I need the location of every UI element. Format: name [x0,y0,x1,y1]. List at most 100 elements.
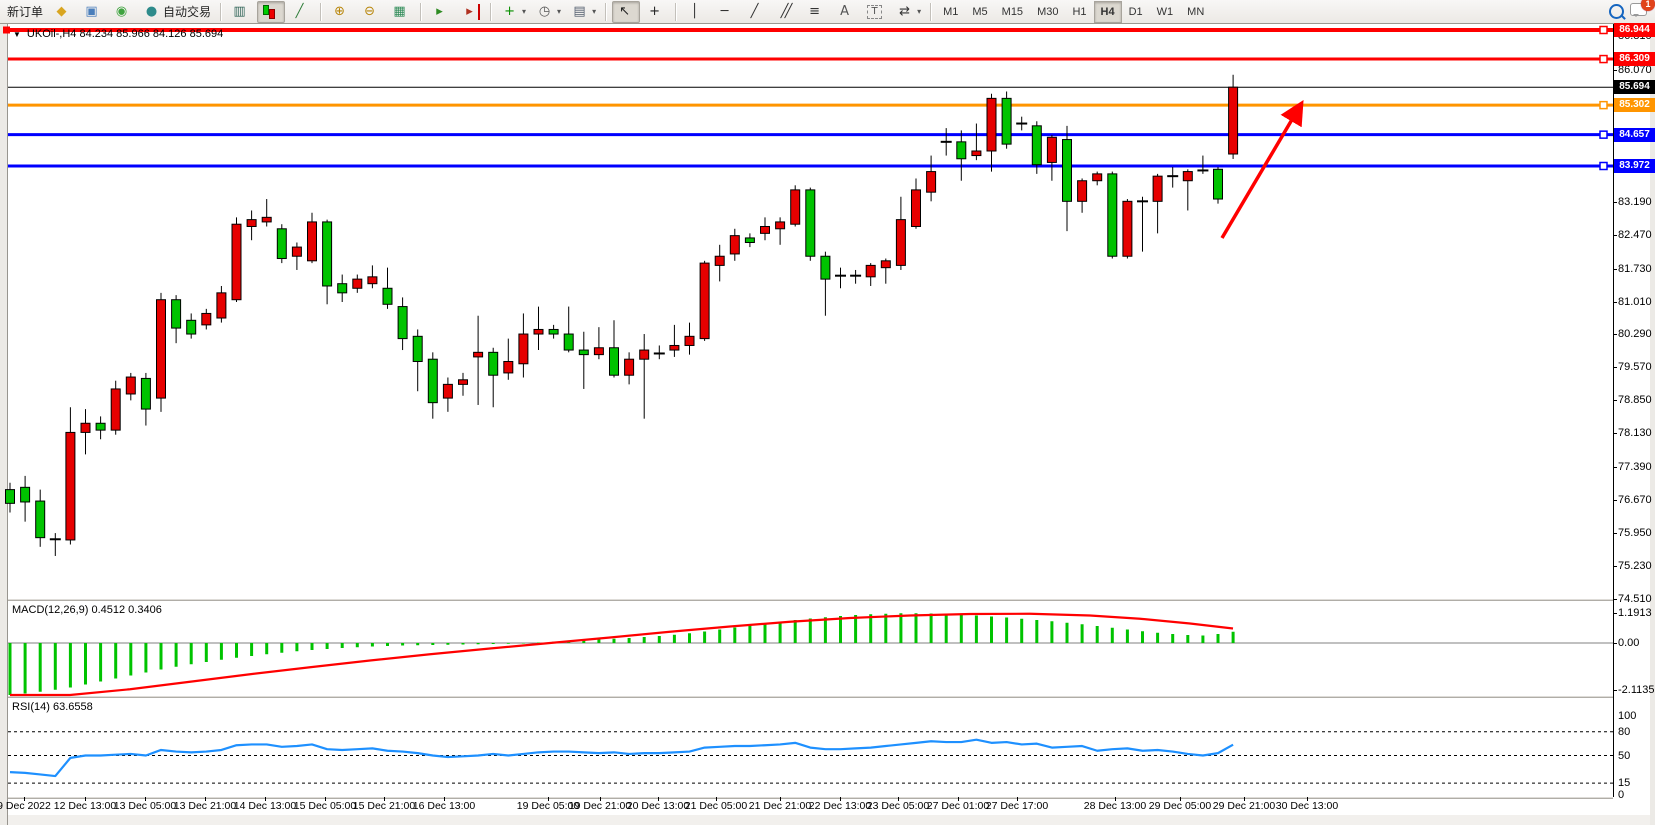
candle-chart-button[interactable] [257,0,286,23]
cursor-button[interactable]: ↖ [612,0,641,23]
symbol-dropdown-icon[interactable]: ▼ [13,29,21,39]
macd-tick-mark [1613,613,1617,614]
price-badge-85.694: 85.694 [1614,80,1655,95]
price-badge-83.972: 83.972 [1614,158,1655,173]
crosshair-button[interactable]: + [642,1,670,23]
auto-scroll-button[interactable]: ▸ [427,1,455,23]
time-axis-label: 27 Dec 01:00 [926,800,990,812]
vertical-line-button[interactable]: │ [682,1,710,23]
indicators-button[interactable]: + ▾ [497,1,530,23]
shapes-button[interactable]: ⇄ ▾ [892,1,925,23]
horizontal-lines-layer[interactable] [3,25,1613,171]
time-tick-mark [384,797,385,801]
toolbar-separator [420,2,423,21]
rsi-axis-label: 80 [1618,725,1631,738]
timeframe-h1-button[interactable]: H1 [1072,5,1087,18]
symbol-ohlc-text: UKOil-,H4 84.234 85.966 84.126 85.694 [26,28,224,40]
tile-windows-button[interactable]: ▦ [387,1,415,23]
timeframe-m5-button[interactable]: M5 [972,5,988,18]
templates-button[interactable]: ▤ ▾ [567,1,600,23]
fibonacci-button[interactable]: ≡ [802,1,830,23]
timeframe-w1-button[interactable]: W1 [1156,5,1174,18]
cursor-icon: ↖ [619,3,631,19]
line-chart-button[interactable]: ╱ [287,1,315,23]
timeframe-mn-button[interactable]: MN [1187,5,1205,18]
gold-icon[interactable]: ◆ [49,1,77,23]
time-axis-label: 22 Dec 13:00 [808,800,872,812]
price-tick-label: 81.730 [1618,262,1652,275]
text-button[interactable]: A [832,1,860,23]
price-badge-85.302: 85.302 [1614,98,1655,113]
horizontal-line-button[interactable]: ─ [712,1,740,23]
time-axis-label: 13 Dec 21:00 [173,800,237,812]
bar-chart-button[interactable]: ▥ [227,1,255,23]
macd-tick-mark [1613,643,1617,644]
annotation-arrow[interactable] [1220,99,1304,239]
timeframe-d1-button[interactable]: D1 [1128,5,1143,18]
price-tick-label: 81.010 [1618,295,1652,308]
macd-axis-label: -2.1135 [1618,684,1655,696]
text-label-button[interactable]: T [862,1,890,23]
timeframe-m1-button[interactable]: M1 [943,5,959,18]
time-tick-mark [265,797,266,801]
text-label-icon: T [867,4,883,19]
price-tick-label: 76.670 [1618,494,1652,507]
price-tick-mark [1613,367,1617,369]
timeframe-h4-button[interactable]: H4 [1093,0,1122,23]
notification-badge[interactable]: 1 [1641,0,1655,11]
time-tick-mark [780,797,781,801]
tile-windows-icon: ▦ [393,3,406,19]
auto-trading-icon: ● [145,3,158,19]
time-tick-mark [205,797,206,801]
toolbar-separator [930,2,933,21]
rsi-axis-label: 50 [1618,749,1631,762]
new-order-button-label: 新订单 [7,5,44,19]
price-tick-mark [1613,301,1617,303]
channel-button[interactable]: ╱ [772,1,800,23]
zoom-out-button[interactable]: ⊖ [357,1,385,23]
time-axis-label: 9 Dec 2022 [0,800,51,812]
funds-icon[interactable]: ▣ [79,1,107,23]
toolbar-separator [320,2,323,21]
price-axis-border [1613,24,1614,797]
chevron-down-icon: ▾ [917,7,922,16]
time-tick-mark [840,797,841,801]
funds-icon-icon: ▣ [85,3,98,19]
macd-signal-line [10,612,1234,697]
price-badge-86.944: 86.944 [1614,23,1655,37]
time-axis-label: 29 Dec 05:00 [1148,800,1212,812]
time-tick-mark [24,797,25,801]
macd-label: MACD(12,26,9) 0.4512 0.3406 [12,604,162,616]
price-tick-mark [1613,234,1617,236]
trendline-button[interactable]: ╱ [742,1,770,23]
zoom-in-button[interactable]: ⊕ [327,1,355,23]
rsi-axis-label: 15 [1618,777,1631,790]
price-tick-label: 78.850 [1618,394,1652,407]
auto-trading-button[interactable]: ● 自动交易 [139,1,215,23]
zoom-in-icon: ⊕ [334,3,345,19]
new-order-button[interactable]: 新订单 [3,1,47,23]
time-axis-label: 12 Dec 13:00 [53,800,117,812]
indicators-icon: + [504,3,515,19]
time-tick-mark [85,797,86,801]
time-axis-label: 21 Dec 05:00 [684,800,748,812]
timeframe-m15-button[interactable]: M15 [1001,5,1024,18]
zoom-out-icon: ⊖ [364,3,375,19]
rsi-label: RSI(14) 63.6558 [12,701,93,713]
time-tick-mark [1244,797,1245,801]
time-axis-label: 23 Dec 05:00 [866,800,930,812]
text-icon: A [840,3,850,19]
time-axis-label: 15 Dec 21:00 [352,800,416,812]
time-axis-label: 28 Dec 13:00 [1083,800,1147,812]
timeframe-m30-button[interactable]: M30 [1037,5,1059,18]
shapes-icon: ⇄ [899,3,911,19]
chart-shift-button[interactable]: ▸ [457,1,485,23]
signal-icon[interactable]: ◉ [109,1,137,23]
symbol-ohlc-label[interactable]: ▼ UKOil-,H4 84.234 85.966 84.126 85.694 [13,28,223,40]
periods-button[interactable]: ◷ ▾ [532,1,565,23]
macd-panel-splitter[interactable] [8,599,1613,601]
search-icon[interactable] [1609,4,1624,19]
rsi-panel-splitter[interactable] [8,696,1613,698]
time-axis-label: 21 Dec 21:00 [748,800,812,812]
